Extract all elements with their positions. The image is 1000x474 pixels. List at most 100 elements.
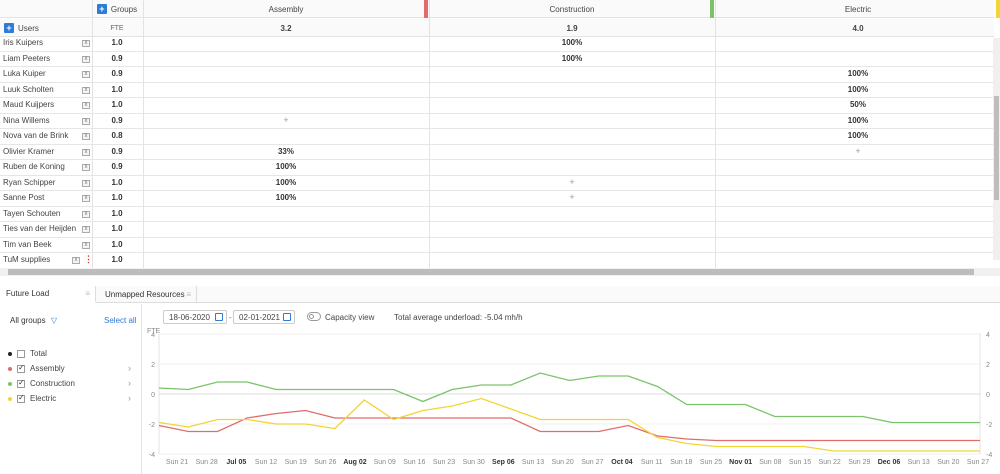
add-allocation-icon[interactable]: + bbox=[569, 176, 575, 187]
allocation-cell[interactable]: 100% bbox=[561, 38, 583, 47]
remove-user-icon[interactable]: x bbox=[82, 117, 90, 125]
remove-user-icon[interactable]: x bbox=[82, 102, 90, 109]
add-allocation-icon[interactable]: + bbox=[569, 192, 575, 202]
group-fte-total: 1.9 bbox=[566, 23, 578, 33]
remove-user-icon[interactable]: x bbox=[82, 179, 90, 187]
user-name[interactable]: Tayen Schouten bbox=[3, 208, 61, 218]
fte-column-header: FTE bbox=[110, 24, 124, 32]
allocation-cell[interactable]: 100% bbox=[847, 84, 869, 94]
group-header-electric[interactable]: Electric bbox=[844, 4, 872, 14]
allocation-cell[interactable]: 100% bbox=[275, 177, 297, 187]
y-tick-label-right: 0 bbox=[986, 392, 990, 399]
allocation-cell[interactable]: 100% bbox=[275, 162, 297, 171]
user-name[interactable]: Olivier Kramer bbox=[3, 146, 55, 156]
remove-user-icon[interactable]: x bbox=[82, 40, 90, 47]
calendar-icon[interactable] bbox=[283, 313, 291, 321]
remove-user-icon[interactable]: x bbox=[82, 133, 90, 140]
user-fte: 1.0 bbox=[111, 239, 123, 249]
user-name[interactable]: Liam Peeters bbox=[3, 53, 51, 63]
y-tick-label-right: -4 bbox=[986, 452, 992, 459]
tab-future-load[interactable]: Future Load ≡ bbox=[0, 286, 96, 303]
chevron-right-icon[interactable]: › bbox=[128, 378, 131, 388]
x-tick-label: Dec 06 bbox=[878, 459, 901, 466]
user-name[interactable]: Nova van de Brink bbox=[3, 131, 69, 140]
x-tick-label: Sun 13 bbox=[522, 459, 544, 466]
select-all-link[interactable]: Select all bbox=[104, 316, 137, 325]
remove-user-icon[interactable]: x bbox=[82, 55, 90, 63]
user-name[interactable]: Sanne Post bbox=[3, 193, 45, 202]
filter-checkbox[interactable] bbox=[17, 363, 25, 373]
remove-user-icon[interactable]: x bbox=[82, 226, 90, 233]
add-allocation-icon[interactable]: + bbox=[283, 114, 289, 125]
allocation-grid: + Groups + Users FTE Assembly 3.2 Construc… bbox=[0, 0, 1000, 276]
filter-item-construction[interactable]: Construction bbox=[8, 378, 75, 388]
x-tick-label: Sun 29 bbox=[848, 459, 870, 466]
table-row: Ryan Schipper x 1.0 100% + bbox=[0, 176, 994, 191]
groups-toggle[interactable]: + Groups bbox=[92, 0, 142, 18]
user-fte: 1.0 bbox=[111, 84, 123, 94]
remove-user-icon[interactable]: x bbox=[82, 71, 90, 78]
remove-user-icon[interactable]: x bbox=[82, 195, 90, 202]
x-tick-label: Sun 19 bbox=[285, 459, 307, 466]
date-to-input[interactable]: 02-01-2021 bbox=[233, 310, 295, 324]
filter-checkbox[interactable] bbox=[17, 349, 25, 358]
series-dot-icon bbox=[8, 396, 12, 401]
filter-item-electric[interactable]: Electric bbox=[8, 393, 56, 403]
chevron-right-icon[interactable]: › bbox=[128, 393, 131, 403]
group-color-bar bbox=[424, 0, 428, 18]
filter-icon[interactable]: ▽ bbox=[50, 316, 57, 325]
allocation-cell[interactable]: 100% bbox=[561, 53, 583, 63]
vertical-scroll-thumb[interactable] bbox=[994, 96, 999, 200]
allocation-cell[interactable]: 100% bbox=[275, 193, 297, 202]
remove-user-icon[interactable]: x bbox=[82, 86, 90, 94]
user-fte: 1.0 bbox=[111, 177, 123, 187]
horizontal-scroll-thumb[interactable] bbox=[8, 269, 974, 275]
remove-user-icon[interactable]: x bbox=[82, 210, 90, 218]
users-label: Users bbox=[18, 23, 39, 33]
user-name[interactable]: Maud Kuijpers bbox=[3, 100, 55, 109]
user-fte: 0.9 bbox=[111, 162, 123, 171]
allocation-cell[interactable]: 100% bbox=[847, 115, 869, 125]
group-header-construction[interactable]: Construction bbox=[549, 4, 595, 14]
calendar-icon[interactable] bbox=[215, 313, 223, 321]
users-toggle[interactable]: + Users bbox=[0, 19, 60, 37]
add-allocation-icon[interactable]: + bbox=[855, 145, 861, 156]
groups-header bbox=[0, 0, 994, 18]
user-fte: 0.9 bbox=[111, 115, 123, 125]
allocation-cell[interactable]: 33% bbox=[277, 146, 294, 156]
group-filter: All groups ▽ Select all Total Assembly› … bbox=[0, 304, 142, 474]
user-name[interactable]: Nina Willems bbox=[3, 115, 50, 125]
vertical-scrollbar[interactable] bbox=[993, 38, 1000, 260]
capacity-view-toggle[interactable] bbox=[307, 312, 321, 321]
user-name[interactable]: Iris Kuipers bbox=[3, 38, 44, 47]
allocation-cell[interactable]: 100% bbox=[847, 131, 869, 140]
filter-checkbox[interactable] bbox=[17, 393, 25, 403]
y-tick-label: 4 bbox=[151, 332, 155, 339]
filter-item-assembly[interactable]: Assembly bbox=[8, 363, 65, 373]
tab-unmapped-resources[interactable]: Unmapped Resources ≡ bbox=[99, 286, 197, 303]
remove-user-icon[interactable]: x bbox=[72, 257, 80, 264]
horizontal-scrollbar[interactable] bbox=[0, 268, 1000, 276]
user-name[interactable]: Ties van der Heijden bbox=[3, 224, 77, 233]
allocation-cell[interactable]: 100% bbox=[847, 69, 869, 78]
user-name[interactable]: Luuk Scholten bbox=[3, 84, 54, 94]
user-name[interactable]: Ruben de Koning bbox=[3, 162, 65, 171]
table-row: Liam Peeters x 0.9 100% bbox=[0, 52, 994, 67]
chevron-right-icon[interactable]: › bbox=[128, 363, 131, 373]
user-name[interactable]: Luka Kuiper bbox=[3, 69, 46, 78]
filter-item-total[interactable]: Total bbox=[8, 349, 47, 358]
row-menu-icon[interactable]: ⋮ bbox=[84, 254, 93, 264]
allocation-cell[interactable]: 50% bbox=[849, 100, 866, 109]
remove-user-icon[interactable]: x bbox=[82, 164, 90, 171]
user-fte: 0.8 bbox=[111, 131, 123, 140]
tab-menu-icon[interactable]: ≡ bbox=[85, 289, 90, 298]
date-from-input[interactable]: 18-06-2020 bbox=[163, 310, 227, 324]
user-name[interactable]: Ryan Schipper bbox=[3, 177, 56, 187]
tab-menu-icon[interactable]: ≡ bbox=[186, 290, 191, 299]
remove-user-icon[interactable]: x bbox=[82, 241, 90, 249]
group-header-assembly[interactable]: Assembly bbox=[268, 4, 304, 14]
user-name[interactable]: Tim van Beek bbox=[3, 239, 52, 249]
user-name[interactable]: TuM supplies bbox=[3, 255, 51, 264]
remove-user-icon[interactable]: x bbox=[82, 148, 90, 156]
filter-checkbox[interactable] bbox=[17, 378, 25, 388]
